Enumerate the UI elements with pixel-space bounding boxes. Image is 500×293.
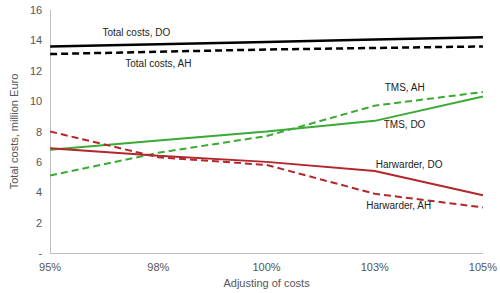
svg-text:2: 2 xyxy=(36,217,42,229)
svg-text:14: 14 xyxy=(30,34,42,46)
svg-text:100%: 100% xyxy=(252,261,280,273)
svg-text:TMS, DO: TMS, DO xyxy=(384,119,426,130)
svg-text:Harwarder, DO: Harwarder, DO xyxy=(376,159,443,170)
svg-text:16: 16 xyxy=(30,4,42,16)
svg-text:Adjusting of costs: Adjusting of costs xyxy=(223,277,310,289)
svg-text:Total costs, DO: Total costs, DO xyxy=(102,27,170,38)
svg-text:12: 12 xyxy=(30,65,42,77)
svg-text:6: 6 xyxy=(36,156,42,168)
svg-text:Harwarder, AH: Harwarder, AH xyxy=(366,200,431,211)
svg-text:-: - xyxy=(38,247,42,259)
svg-text:Total costs, million Euro: Total costs, million Euro xyxy=(8,74,20,190)
svg-text:98%: 98% xyxy=(147,261,169,273)
svg-text:8: 8 xyxy=(36,126,42,138)
svg-text:TMS, AH: TMS, AH xyxy=(385,82,425,93)
svg-text:4: 4 xyxy=(36,186,42,198)
svg-text:95%: 95% xyxy=(39,261,61,273)
svg-text:10: 10 xyxy=(30,95,42,107)
svg-text:103%: 103% xyxy=(361,261,389,273)
svg-text:105%: 105% xyxy=(469,261,497,273)
svg-text:Total costs, AH: Total costs, AH xyxy=(125,58,191,69)
